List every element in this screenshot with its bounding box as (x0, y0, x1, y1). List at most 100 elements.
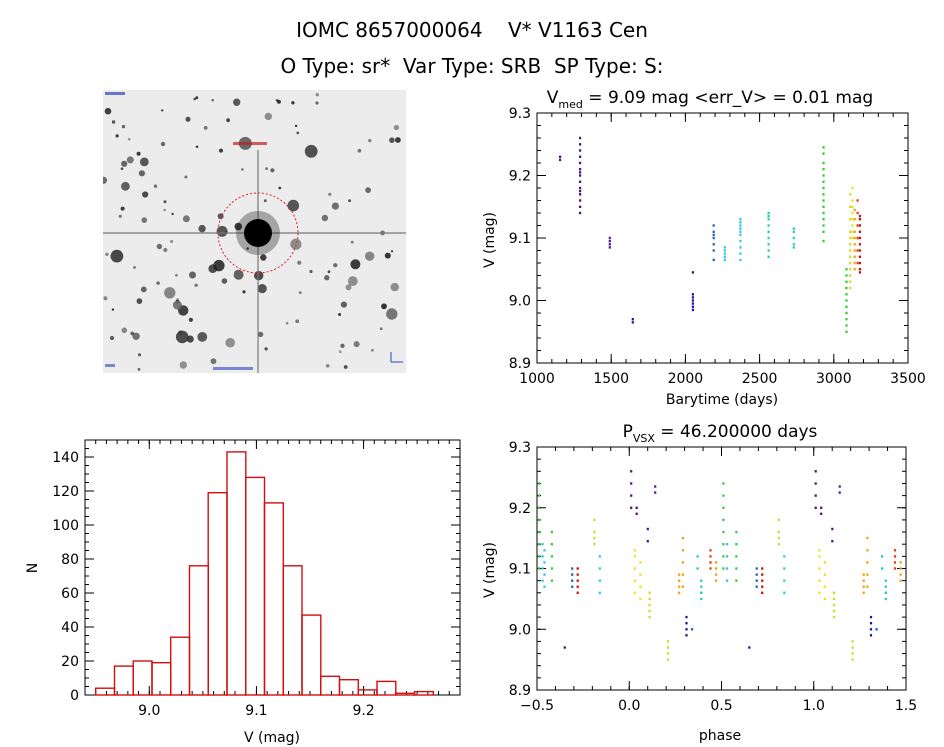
data-point (739, 218, 742, 221)
data-point (571, 567, 574, 570)
data-point (862, 579, 865, 582)
data-point (550, 555, 553, 558)
y-tick-label: 60 (61, 586, 79, 602)
data-point (571, 579, 574, 582)
data-point (648, 591, 651, 594)
data-point (576, 579, 579, 582)
data-point (820, 512, 823, 515)
data-point (792, 246, 795, 249)
data-point (537, 494, 540, 497)
data-point (818, 579, 821, 582)
data-point (862, 591, 865, 594)
background-star (296, 131, 300, 135)
data-point (678, 573, 681, 576)
background-star (379, 327, 383, 330)
y-tick-label: 8.9 (509, 683, 531, 699)
background-star (264, 347, 268, 351)
data-point (833, 597, 836, 601)
data-point (893, 555, 897, 558)
background-star (182, 215, 190, 223)
data-point (681, 561, 684, 564)
data-point (822, 211, 825, 215)
background-star (315, 101, 319, 105)
data-point (593, 543, 596, 546)
data-point (630, 470, 633, 473)
background-star (210, 358, 217, 365)
data-point (579, 168, 582, 171)
background-star (298, 291, 302, 294)
background-star (179, 361, 187, 369)
data-point (598, 567, 601, 570)
data-point (541, 567, 544, 570)
data-point (858, 268, 861, 271)
background-star (120, 167, 124, 170)
x-tick-label: 1.5 (895, 698, 917, 714)
x-axis-label: V (mag) (244, 730, 300, 746)
data-point (691, 271, 694, 274)
data-point (579, 189, 582, 193)
data-point (761, 579, 764, 582)
data-point (608, 239, 611, 243)
data-point (537, 530, 540, 534)
x-axis-label: phase (699, 728, 741, 744)
histogram-bar (207, 492, 228, 696)
y-tick-label: 9.1 (509, 562, 531, 578)
chart-subtitle: O Type: sr* Var Type: SRB SP Type: S: (280, 54, 664, 78)
data-point (862, 573, 865, 576)
background-star (226, 118, 230, 123)
data-point (576, 591, 579, 594)
data-point (899, 579, 902, 582)
background-star (219, 148, 223, 153)
data-point (853, 268, 856, 271)
data-point (822, 218, 825, 221)
background-star (242, 290, 246, 294)
data-point (700, 591, 703, 594)
background-star (257, 284, 267, 294)
data-point (884, 579, 887, 582)
data-point (858, 243, 861, 246)
data-point (726, 579, 729, 582)
x-tick-label: 1500 (593, 371, 629, 387)
data-point (884, 591, 887, 594)
data-point (777, 518, 780, 522)
data-point (712, 224, 715, 227)
background-star (386, 308, 398, 320)
data-point (818, 591, 821, 594)
data-point (712, 230, 715, 233)
background-star (295, 319, 300, 324)
data-point (739, 224, 742, 227)
data-point (579, 193, 582, 196)
background-star (185, 116, 191, 122)
data-point (845, 330, 848, 333)
data-point (537, 567, 540, 570)
background-star (110, 249, 124, 263)
background-star (118, 214, 122, 218)
data-point (700, 597, 703, 601)
x-tick-label: 2000 (668, 371, 704, 387)
corner-mark (213, 367, 253, 370)
data-point (579, 161, 582, 165)
background-star (389, 137, 395, 143)
y-tick-label: 9.3 (509, 106, 531, 122)
x-tick-label: 3500 (890, 371, 926, 387)
background-star (141, 217, 148, 223)
background-star (390, 282, 399, 292)
data-point (767, 243, 770, 246)
data-point (845, 293, 848, 296)
data-point (884, 585, 887, 588)
data-point (639, 585, 642, 588)
data-point (722, 555, 725, 558)
data-point (856, 236, 859, 240)
data-point (667, 640, 670, 643)
data-point (541, 543, 544, 546)
background-star (120, 206, 125, 211)
data-point (722, 543, 725, 546)
background-star (246, 247, 249, 250)
data-point (646, 540, 649, 543)
data-point (685, 628, 688, 631)
data-point (777, 530, 780, 534)
data-point (631, 321, 634, 324)
background-star (241, 168, 244, 171)
background-star (216, 225, 228, 237)
data-point (723, 255, 726, 258)
